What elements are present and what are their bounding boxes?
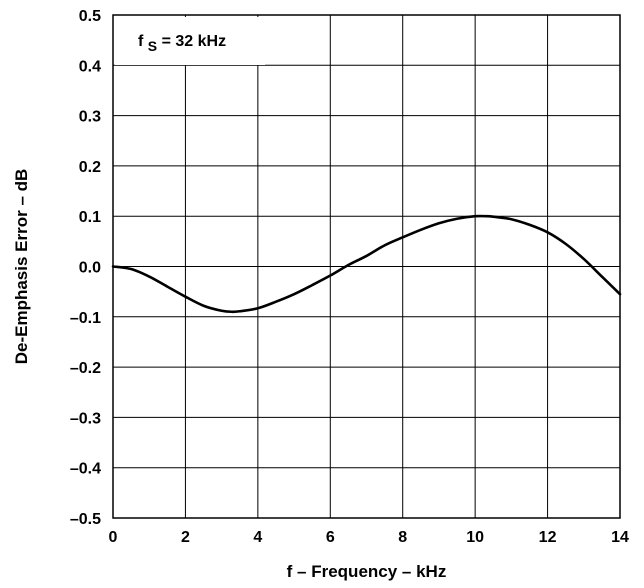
y-tick-label: –0.3 bbox=[70, 410, 101, 427]
x-tick-labels: 0 2 4 6 8 10 12 14 bbox=[109, 529, 629, 546]
x-tick-label: 8 bbox=[398, 529, 407, 546]
annotation-subscript: S bbox=[148, 38, 157, 54]
y-tick-label: –0.2 bbox=[70, 360, 101, 377]
x-tick-label: 12 bbox=[539, 529, 557, 546]
y-tick-label: –0.5 bbox=[70, 511, 101, 528]
y-tick-label: 0.1 bbox=[79, 209, 101, 226]
y-axis-title: De-Emphasis Error – dB bbox=[12, 169, 31, 365]
y-tick-label: 0.4 bbox=[79, 58, 101, 75]
annotation-box: f S = 32 kHz bbox=[115, 17, 265, 65]
y-tick-labels: 0.5 0.4 0.3 0.2 0.1 0.0 –0.1 –0.2 –0.3 –0.4 –0.5 bbox=[70, 8, 101, 528]
x-tick-label: 4 bbox=[253, 529, 262, 546]
x-tick-label: 14 bbox=[611, 529, 629, 546]
grid bbox=[113, 15, 620, 518]
x-axis-title: f – Frequency – kHz bbox=[287, 562, 447, 581]
x-tick-label: 6 bbox=[326, 529, 335, 546]
annotation-background bbox=[115, 17, 265, 65]
series-line bbox=[111, 214, 622, 314]
y-tick-label: 0.3 bbox=[79, 109, 101, 126]
y-tick-label: –0.4 bbox=[70, 461, 101, 478]
sample-rate-annotation: f S = 32 kHz bbox=[138, 33, 226, 55]
x-tick-label: 0 bbox=[109, 529, 118, 546]
y-tick-label: –0.1 bbox=[70, 310, 101, 327]
y-tick-label: 0.0 bbox=[79, 260, 101, 277]
y-tick-label: 0.2 bbox=[79, 159, 101, 176]
annotation-f: f bbox=[138, 33, 144, 50]
y-tick-label: 0.5 bbox=[79, 8, 101, 25]
series-layer bbox=[111, 214, 622, 314]
annotation-rest: = 32 kHz bbox=[162, 33, 226, 50]
x-tick-label: 2 bbox=[181, 529, 190, 546]
x-tick-label: 10 bbox=[466, 529, 484, 546]
